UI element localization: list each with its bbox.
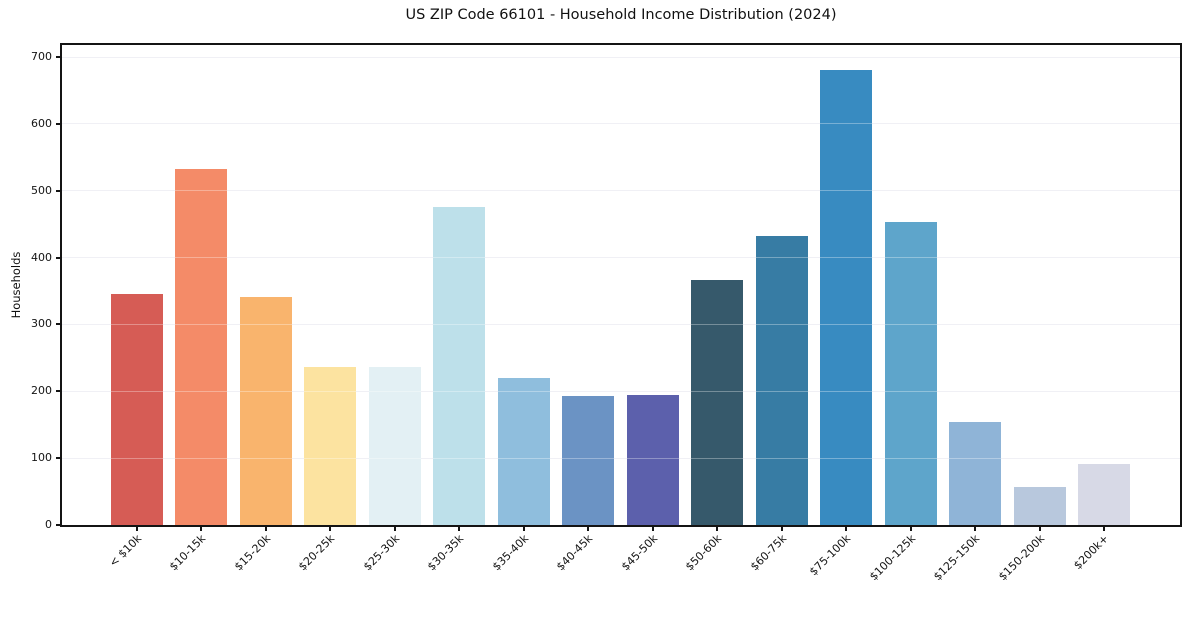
gridline-y-300: [62, 323, 1180, 325]
bar-10k: [110, 293, 163, 525]
gridline-y-200: [62, 390, 1180, 392]
bar-60-75k: [755, 236, 808, 525]
x-tick-mark: [587, 525, 589, 531]
x-tick-mark: [1103, 525, 1105, 531]
x-tick-mark: [264, 525, 267, 531]
gridline-y-600: [62, 123, 1180, 125]
x-tick-mark: [651, 525, 654, 531]
bar-15-20k: [239, 297, 292, 525]
y-tick-label: 0: [45, 518, 52, 531]
y-tick-mark: [56, 524, 62, 526]
y-tick-mark: [56, 457, 62, 460]
y-tick-label: 300: [31, 317, 52, 331]
x-tick-mark: [1038, 525, 1041, 531]
axis-spines: [60, 43, 1182, 527]
y-tick-mark: [56, 189, 62, 192]
bar-45-50k: [626, 394, 679, 525]
y-tick-label: 700: [31, 50, 52, 64]
gridline-y-100: [62, 457, 1180, 459]
y-tick-mark: [56, 323, 62, 326]
x-tick-mark: [780, 525, 783, 531]
bar-25-30k: [368, 367, 421, 525]
bar-75-100k: [820, 69, 872, 525]
bar-150-200k: [1013, 486, 1066, 525]
x-tick-mark: [522, 525, 525, 531]
x-tick-mark: [135, 525, 138, 531]
bar-chart-figure: US ZIP Code 66101 - Household Income Dis…: [9, 7, 1182, 584]
gridline-y-400: [62, 257, 1180, 259]
x-tick-mark: [974, 525, 976, 531]
x-tick-mark: [909, 525, 912, 531]
gridline-y-200: [62, 390, 1180, 392]
y-tick-label: 400: [31, 250, 52, 264]
bar-10-15k: [175, 169, 227, 525]
x-tick-mark: [716, 525, 718, 531]
gridline-y-100: [62, 457, 1180, 459]
x-tick-mark: [200, 525, 202, 531]
y-tick-label: 500: [31, 183, 52, 197]
y-tick-label: 200: [31, 384, 52, 398]
plot-area: [60, 43, 1182, 527]
chart-title: US ZIP Code 66101 - Household Income Dis…: [405, 7, 837, 23]
x-tick-mark: [329, 525, 331, 531]
y-tick-mark: [56, 256, 62, 259]
gridline-y-300: [62, 323, 1180, 325]
bar-40-45k: [562, 395, 614, 525]
bar-30-35k: [433, 207, 485, 525]
gridline-y-700: [62, 56, 1180, 58]
y-tick-mark: [56, 390, 62, 393]
y-tick-label: 600: [31, 116, 52, 130]
x-tick-mark: [393, 525, 396, 531]
bar-20-25k: [304, 367, 356, 525]
gridline-y-400: [62, 257, 1180, 259]
bar-35-40k: [497, 377, 550, 525]
gridline-y-600: [62, 123, 1180, 125]
y-tick-label: 100: [31, 451, 52, 465]
bar-125-150k: [949, 422, 1001, 525]
y-tick-mark: [56, 56, 62, 59]
x-tick-mark: [845, 525, 847, 531]
bar-100-125k: [884, 221, 937, 525]
gridline-y-700: [62, 56, 1180, 58]
gridline-y-500: [62, 190, 1180, 192]
bar-200k: [1078, 464, 1130, 525]
x-tick-mark: [458, 525, 460, 531]
gridline-y-500: [62, 190, 1180, 192]
y-tick-mark: [56, 122, 62, 125]
bar-50-60k: [691, 279, 743, 525]
